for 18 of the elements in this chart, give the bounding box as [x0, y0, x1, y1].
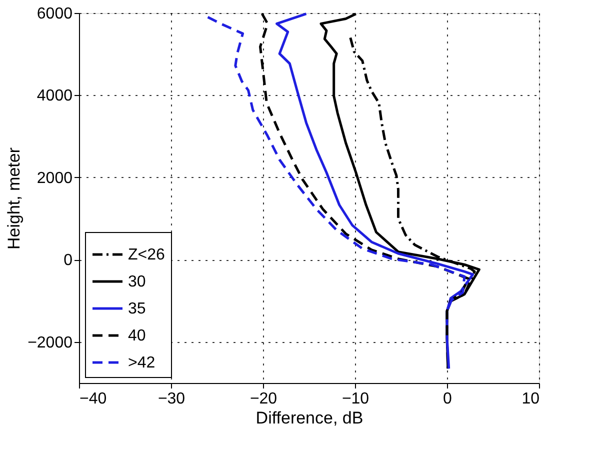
y-tick-label: 2000	[36, 170, 73, 187]
x-tick-label: −30	[158, 390, 186, 408]
x-tick-label: 10	[522, 390, 540, 408]
legend-label: >42	[128, 354, 156, 372]
y-tick-label: 4000	[36, 88, 73, 105]
legend-label: Z<26	[128, 246, 166, 264]
legend-label: 35	[128, 300, 146, 318]
legend-label: 30	[128, 274, 146, 290]
x-tick-label: −40	[80, 390, 107, 408]
x-tick-label: 0	[443, 390, 452, 408]
y-tick-label: 0	[64, 252, 73, 270]
y-axis-title: Height, meter	[4, 147, 24, 250]
x-axis-title: Difference, dB	[256, 408, 364, 428]
x-tick-label: −10	[342, 390, 370, 408]
legend-label: 40	[128, 328, 146, 344]
x-tick-label: −20	[250, 390, 278, 408]
y-tick-label: 6000	[36, 6, 73, 22]
y-tick-label: −2000	[28, 334, 73, 352]
